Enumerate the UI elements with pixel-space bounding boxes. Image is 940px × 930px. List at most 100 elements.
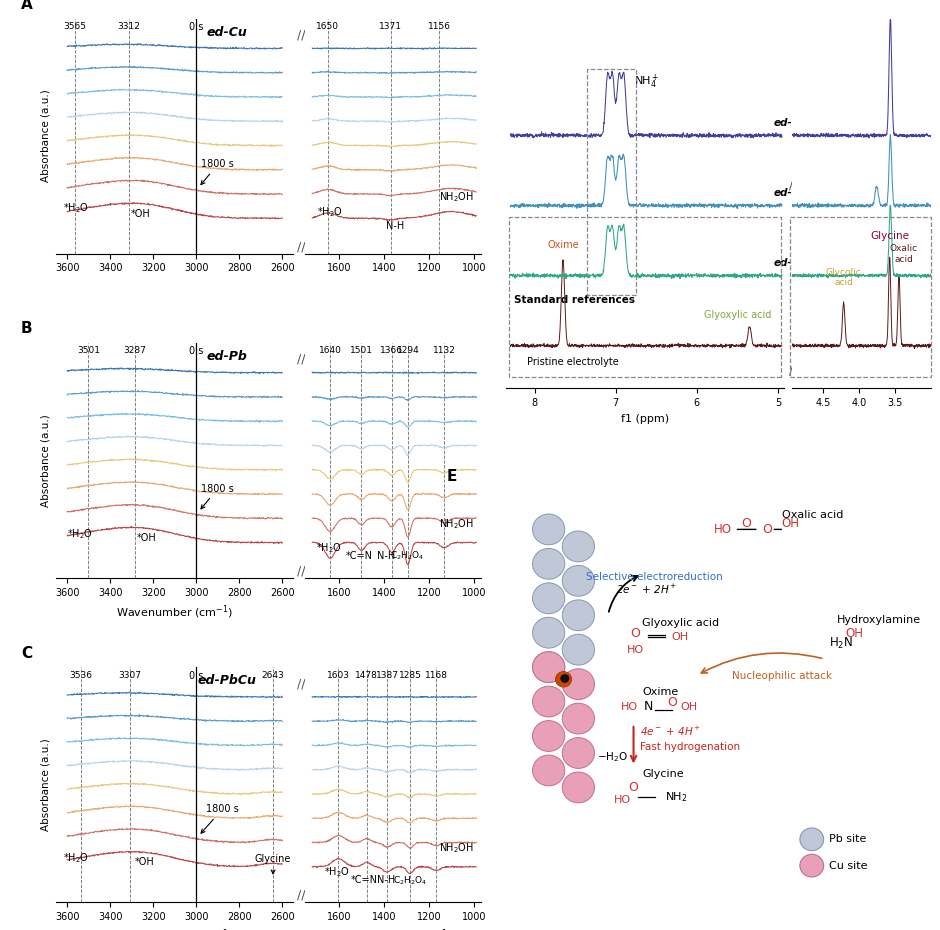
Text: Glyoxylic acid: Glyoxylic acid (642, 618, 719, 628)
Circle shape (562, 737, 594, 768)
Text: *OH: *OH (134, 857, 154, 867)
Text: NH$_2$OH: NH$_2$OH (439, 191, 474, 205)
Text: ed-Cu: ed-Cu (774, 118, 807, 128)
Text: *H$_2$O: *H$_2$O (63, 202, 88, 216)
Circle shape (533, 755, 565, 786)
Circle shape (800, 828, 823, 851)
Text: 1800 s: 1800 s (201, 159, 234, 184)
Text: //: // (297, 240, 306, 253)
Text: 4e$^-$ + 4H$^+$: 4e$^-$ + 4H$^+$ (640, 724, 700, 738)
Text: 3287: 3287 (123, 346, 146, 355)
Text: //: // (789, 364, 797, 377)
Text: 1603: 1603 (327, 671, 350, 680)
Text: 1650: 1650 (317, 22, 339, 31)
Text: *H$_2$O: *H$_2$O (63, 852, 88, 865)
Text: Fast hydrogenation: Fast hydrogenation (640, 742, 740, 752)
Text: N-H: N-H (377, 875, 396, 885)
Circle shape (562, 531, 594, 562)
Text: H$_2$N: H$_2$N (829, 636, 854, 651)
Text: NH$_2$OH: NH$_2$OH (439, 842, 474, 856)
Text: 1132: 1132 (433, 346, 456, 355)
Text: Cu site: Cu site (829, 860, 868, 870)
Text: O: O (629, 780, 638, 793)
Text: ed-Pb: ed-Pb (207, 350, 247, 363)
Text: 1800 s: 1800 s (201, 484, 234, 509)
Text: OH: OH (781, 517, 800, 530)
Text: B: B (21, 322, 33, 337)
Text: 1285: 1285 (399, 671, 421, 680)
Text: 3307: 3307 (118, 671, 142, 680)
Text: Pb site: Pb site (829, 834, 866, 844)
Text: 1371: 1371 (379, 22, 402, 31)
Text: NH$_2$OH: NH$_2$OH (439, 517, 474, 531)
Text: *H$_2$O: *H$_2$O (67, 527, 93, 541)
Circle shape (533, 549, 565, 579)
Circle shape (562, 565, 594, 596)
Circle shape (556, 672, 572, 686)
Text: //: // (789, 179, 797, 192)
X-axis label: Wavenumber (cm$^{-1}$): Wavenumber (cm$^{-1}$) (117, 604, 233, 620)
Text: Oxime: Oxime (642, 687, 679, 698)
Text: 1387: 1387 (376, 671, 399, 680)
Circle shape (533, 618, 565, 648)
Text: N-H: N-H (386, 221, 404, 232)
Text: 1366: 1366 (381, 346, 403, 355)
Text: ed-PbCu: ed-PbCu (197, 674, 257, 687)
Circle shape (556, 672, 572, 686)
Text: 2e$^-$ + 2H$^+$: 2e$^-$ + 2H$^+$ (616, 583, 677, 596)
Text: 0 s: 0 s (189, 22, 203, 33)
Text: //: // (297, 29, 306, 42)
Text: ed-Cu: ed-Cu (207, 26, 247, 39)
Text: 0 s: 0 s (189, 671, 203, 681)
Text: O: O (666, 696, 677, 709)
Circle shape (533, 721, 565, 751)
Y-axis label: Absorbance (a.u.): Absorbance (a.u.) (40, 738, 51, 831)
Text: ed-Pb: ed-Pb (774, 188, 807, 198)
Text: C$_2$H$_2$O$_4$: C$_2$H$_2$O$_4$ (390, 550, 425, 563)
Text: 1800 s: 1800 s (201, 804, 239, 833)
Text: N-H: N-H (377, 551, 396, 561)
Text: //: // (297, 677, 306, 690)
Text: OH: OH (681, 701, 697, 711)
Text: Selective electroreduction: Selective electroreduction (587, 572, 723, 582)
Text: HO: HO (620, 701, 638, 711)
Circle shape (533, 686, 565, 717)
Y-axis label: Absorbance (a.u.): Absorbance (a.u.) (40, 414, 51, 507)
Text: A: A (21, 0, 33, 12)
Text: HO: HO (627, 645, 644, 655)
Text: 3501: 3501 (77, 346, 100, 355)
Text: //: // (297, 352, 306, 365)
Text: *OH: *OH (131, 208, 150, 219)
Text: O: O (762, 523, 772, 536)
Text: Oxalic
acid: Oxalic acid (890, 245, 918, 264)
Circle shape (562, 772, 594, 803)
Text: Glycine: Glycine (255, 855, 291, 874)
Y-axis label: Absorbance (a.u.): Absorbance (a.u.) (40, 89, 51, 182)
Text: C$_2$H$_2$O$_4$: C$_2$H$_2$O$_4$ (393, 874, 428, 886)
Text: O: O (631, 627, 640, 640)
Text: 1640: 1640 (319, 346, 341, 355)
Text: ed-PbCu: ed-PbCu (774, 259, 822, 268)
Text: N: N (644, 699, 653, 712)
Text: Glycolic
acid: Glycolic acid (825, 268, 862, 287)
Text: HO: HO (713, 523, 731, 536)
Text: *C=N: *C=N (351, 875, 377, 885)
Text: O: O (741, 517, 751, 530)
Circle shape (800, 855, 823, 877)
Text: 0 s: 0 s (189, 346, 203, 356)
Text: *C=N: *C=N (346, 551, 373, 561)
Text: OH: OH (672, 631, 689, 642)
Text: Oxalic acid: Oxalic acid (782, 511, 843, 520)
Circle shape (533, 652, 565, 683)
Text: *OH: *OH (137, 533, 157, 543)
X-axis label: Wavenumber (cm$^{-1}$): Wavenumber (cm$^{-1}$) (335, 927, 451, 930)
Text: $-$H$_2$O: $-$H$_2$O (597, 751, 628, 764)
Text: NH$_2$: NH$_2$ (666, 790, 688, 804)
Text: Glycine: Glycine (870, 231, 909, 241)
Text: HO: HO (615, 795, 632, 804)
Text: 2643: 2643 (261, 671, 285, 680)
Text: *H$_2$O: *H$_2$O (324, 866, 350, 880)
Text: 1478: 1478 (355, 671, 378, 680)
Text: //: // (297, 888, 306, 901)
Text: Hydroxylamine: Hydroxylamine (838, 615, 921, 625)
